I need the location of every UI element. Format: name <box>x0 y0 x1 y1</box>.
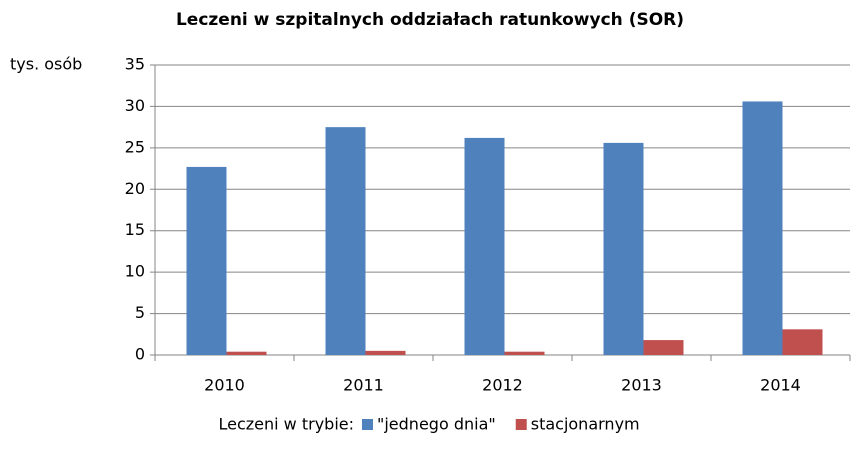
x-tick-label: 2012 <box>482 376 523 395</box>
bar <box>325 127 366 356</box>
y-tick-label: 10 <box>125 262 145 281</box>
chart-title: Leczeni w szpitalnych oddziałach ratunko… <box>176 10 684 30</box>
bar <box>464 137 505 355</box>
legend-label: stacjonarnym <box>531 415 640 434</box>
bar <box>782 329 823 355</box>
legend-title: Leczeni w trybie: <box>218 415 354 434</box>
legend-swatch <box>515 419 527 430</box>
y-tick-label: 0 <box>135 345 145 364</box>
y-tick-label: 5 <box>135 303 145 322</box>
legend-swatch <box>362 419 373 430</box>
bar <box>365 350 406 355</box>
bar <box>603 142 644 355</box>
x-tick-label: 2013 <box>621 376 662 395</box>
bar <box>643 340 684 355</box>
bar <box>742 101 783 355</box>
y-axis-label: tys. osób <box>10 55 82 74</box>
y-tick-label: 15 <box>125 220 145 239</box>
bar <box>226 351 267 355</box>
y-tick-label: 25 <box>125 137 145 156</box>
y-tick-label: 35 <box>125 55 145 74</box>
x-tick-label: 2014 <box>760 376 801 395</box>
bar <box>186 166 227 355</box>
bar <box>504 351 545 355</box>
y-tick-label: 20 <box>125 179 145 198</box>
x-tick-label: 2010 <box>204 376 245 395</box>
legend-label: "jednego dnia" <box>377 415 496 434</box>
y-tick-label: 30 <box>125 96 145 115</box>
x-tick-label: 2011 <box>343 376 384 395</box>
